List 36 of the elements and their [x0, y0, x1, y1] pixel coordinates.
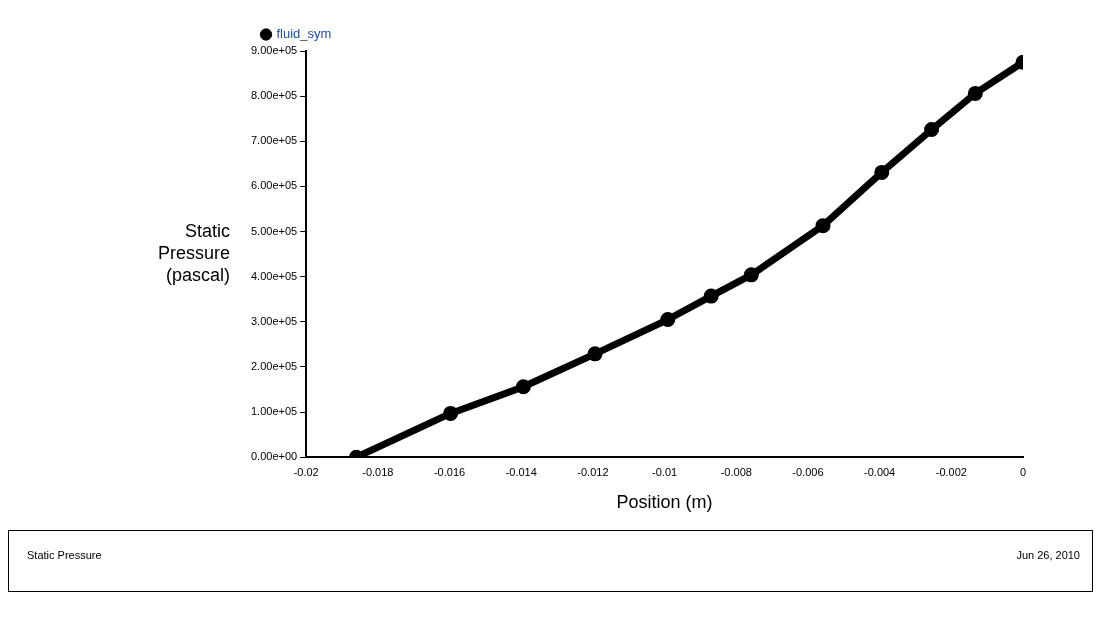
x-tick-label: -0.012 — [577, 465, 609, 478]
y-tick-label: 2.00e+05 — [251, 359, 298, 372]
y-tick-label: 5.00e+05 — [251, 224, 298, 237]
x-tick-label: -0.01 — [652, 465, 678, 478]
y-tick-label: 9.00e+05 — [251, 44, 298, 57]
point — [443, 405, 459, 421]
y-tick-label: 4.00e+05 — [251, 269, 298, 282]
x-tick-label: -0.02 — [293, 465, 319, 478]
x-tick-label: -0.006 — [792, 465, 824, 478]
y-axis-title: Static Pressure (pascal) — [157, 221, 230, 286]
text: Jun 26, 2010 — [1016, 549, 1080, 561]
point — [924, 122, 940, 138]
legend-label: fluid_sym — [276, 26, 332, 42]
y-tick-label: 0.00e+00 — [251, 450, 298, 463]
point — [815, 218, 831, 234]
text: Static Pressure — [27, 549, 102, 561]
x-tick-label: -0.004 — [864, 465, 896, 478]
point — [703, 288, 719, 304]
x-tick-label: -0.002 — [935, 465, 967, 478]
x-tick-label: 0 — [1019, 465, 1027, 478]
x-tick-label: -0.008 — [720, 465, 752, 478]
x-tick-label: -0.016 — [433, 465, 466, 478]
point — [515, 379, 531, 395]
point — [967, 85, 983, 101]
point — [660, 312, 676, 328]
x-tick-label: -0.018 — [362, 465, 394, 478]
y-tick-label: 3.00e+05 — [251, 314, 298, 327]
y-tick-label: 6.00e+05 — [251, 179, 298, 192]
y-tick-label: 8.00e+05 — [251, 89, 298, 102]
x-axis-title: Position (m) — [616, 492, 713, 513]
point — [743, 267, 759, 283]
point — [587, 346, 603, 362]
point — [874, 164, 890, 180]
y-tick-label: 1.00e+05 — [251, 405, 298, 418]
y-tick-label: 7.00e+05 — [251, 134, 298, 147]
x-tick-label: -0.014 — [505, 465, 537, 478]
